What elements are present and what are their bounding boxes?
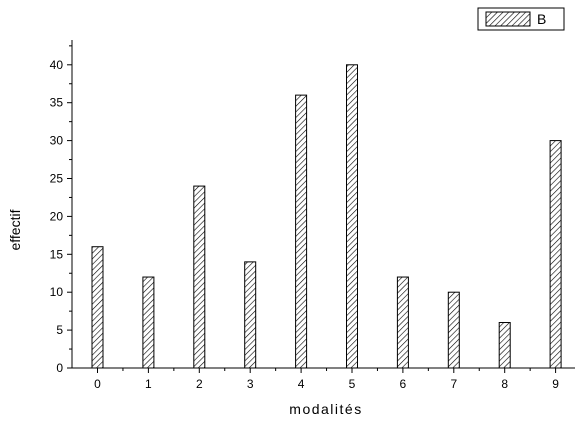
x-tick-label: 3 xyxy=(247,377,254,391)
bar-8 xyxy=(498,322,511,369)
x-tick-label: 7 xyxy=(450,377,457,391)
bar-7 xyxy=(447,291,460,369)
y-tick-label: 35 xyxy=(50,96,64,110)
y-tick-label: 10 xyxy=(50,285,64,299)
bar-5 xyxy=(346,64,358,369)
bars xyxy=(91,64,562,369)
x-tick-label: 0 xyxy=(94,377,101,391)
legend: B xyxy=(477,7,565,31)
y-tick-label: 25 xyxy=(50,172,64,186)
bar-2 xyxy=(193,185,206,369)
legend-label: B xyxy=(537,11,546,27)
y-tick-label: 40 xyxy=(50,58,64,72)
x-tick-label: 5 xyxy=(349,377,356,391)
bar-4 xyxy=(295,94,308,369)
x-axis: 0 1 2 3 4 5 6 7 8 9 xyxy=(72,367,575,391)
bar-3 xyxy=(244,261,257,369)
bar-1 xyxy=(142,276,155,369)
y-tick-label: 30 xyxy=(50,134,64,148)
x-tick-label: 8 xyxy=(501,377,508,391)
legend-swatch xyxy=(485,11,531,27)
y-tick-label: 15 xyxy=(50,247,64,261)
bar-0 xyxy=(91,246,104,369)
y-tick-label: 0 xyxy=(56,361,63,375)
y-axis: 0 5 10 15 20 25 30 35 40 xyxy=(50,40,73,375)
y-tick-label: 20 xyxy=(50,209,64,223)
x-tick-label: 9 xyxy=(552,377,559,391)
bar-9 xyxy=(549,140,562,369)
y-axis-label: effectif xyxy=(7,209,23,250)
y-tick-label: 5 xyxy=(56,323,63,337)
x-tick-label: 2 xyxy=(196,377,203,391)
bar-6 xyxy=(396,276,409,369)
x-tick-label: 1 xyxy=(145,377,152,391)
x-tick-label: 6 xyxy=(400,377,407,391)
x-tick-label: 4 xyxy=(298,377,305,391)
x-axis-label: modalités xyxy=(289,401,362,417)
